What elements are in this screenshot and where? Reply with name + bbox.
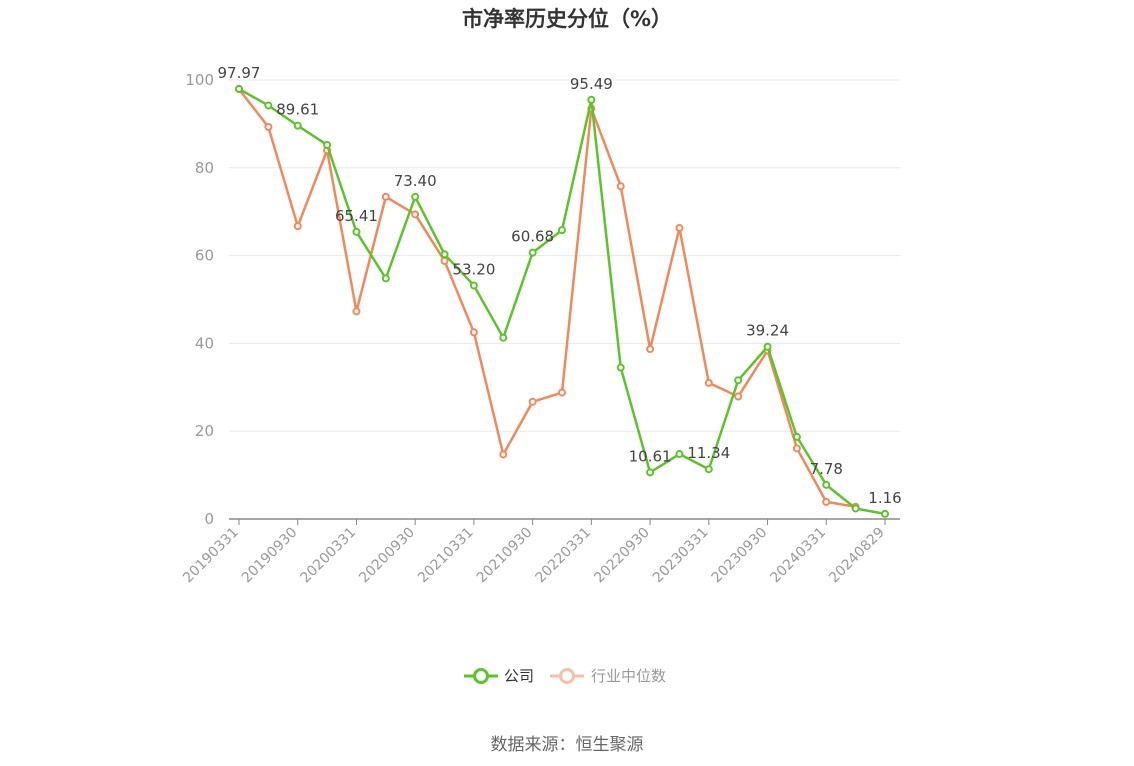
- data-label: 97.97: [218, 64, 261, 82]
- data-label: 95.49: [570, 75, 613, 93]
- data-point[interactable]: [646, 345, 655, 354]
- data-label: 65.41: [335, 207, 378, 225]
- series-line: [238, 88, 856, 508]
- data-point[interactable]: [881, 509, 889, 518]
- axes: 0 20 40 60 80 100 2019033120190930202003312020…: [180, 71, 900, 586]
- y-tick-label: 40: [195, 334, 214, 352]
- legend-industry-marker: [559, 668, 575, 684]
- data-point[interactable]: [352, 307, 361, 316]
- x-tick-label: 20210930: [474, 525, 536, 587]
- data-point[interactable]: [704, 465, 713, 474]
- data-point[interactable]: [646, 468, 655, 477]
- x-tick-label: 20220331: [532, 525, 594, 587]
- x-tick-label: 20220930: [591, 525, 653, 587]
- legend: 公司 行业中位数: [464, 667, 666, 685]
- data-point[interactable]: [792, 444, 801, 453]
- data-point[interactable]: [235, 84, 243, 93]
- data-label: 73.40: [394, 172, 437, 190]
- series: [235, 84, 889, 518]
- data-point[interactable]: [264, 101, 273, 110]
- data-point[interactable]: [411, 210, 420, 219]
- data-point[interactable]: [440, 256, 449, 265]
- x-tick-label: 20190331: [180, 525, 242, 587]
- data-point[interactable]: [616, 182, 625, 191]
- legend-industry-label: 行业中位数: [591, 667, 666, 685]
- x-tick-label: 20200930: [356, 525, 418, 587]
- y-tick-label: 80: [195, 159, 214, 177]
- legend-item-industry-median[interactable]: 行业中位数: [550, 667, 666, 685]
- y-tick-label: 60: [195, 247, 214, 265]
- x-tick-label: 20230930: [709, 525, 771, 587]
- data-point[interactable]: [381, 274, 390, 283]
- data-point[interactable]: [822, 480, 831, 489]
- data-point[interactable]: [763, 342, 772, 351]
- x-tick-label: 20240829: [826, 525, 888, 587]
- data-point[interactable]: [675, 450, 684, 459]
- data-point[interactable]: [411, 192, 420, 201]
- data-point[interactable]: [323, 140, 332, 149]
- x-tick-label: 20240331: [767, 525, 829, 587]
- y-tick-label: 0: [204, 510, 214, 528]
- data-point[interactable]: [587, 95, 596, 104]
- legend-company-label: 公司: [504, 667, 534, 685]
- data-labels: 97.97 89.61 65.41 73.40 53.20 60.68 95.49 10.61…: [218, 64, 902, 507]
- data-point[interactable]: [704, 378, 713, 387]
- legend-item-company[interactable]: 公司: [464, 667, 534, 685]
- x-tick-label: 20190930: [239, 525, 301, 587]
- x-tick-label: 20200331: [298, 525, 360, 587]
- data-label: 1.16: [868, 489, 901, 507]
- data-point[interactable]: [675, 223, 684, 232]
- y-tick-label: 100: [185, 71, 214, 89]
- y-tick-label: 20: [195, 422, 214, 440]
- data-point[interactable]: [734, 376, 743, 385]
- data-point[interactable]: [616, 363, 625, 372]
- data-point[interactable]: [264, 122, 273, 131]
- data-point[interactable]: [499, 333, 508, 342]
- data-point[interactable]: [293, 121, 302, 130]
- data-label: 53.20: [452, 260, 495, 278]
- data-point[interactable]: [528, 397, 537, 406]
- data-point[interactable]: [293, 222, 302, 231]
- data-point[interactable]: [851, 504, 860, 513]
- chart-title: 市净率历史分位（%）: [462, 7, 672, 31]
- data-point[interactable]: [734, 392, 743, 401]
- data-point[interactable]: [528, 248, 537, 257]
- x-tick-label: 20230331: [650, 525, 712, 587]
- data-label: 11.34: [687, 444, 730, 462]
- data-point[interactable]: [381, 192, 390, 201]
- data-point[interactable]: [822, 497, 831, 506]
- series-line: [238, 87, 886, 516]
- data-label: 89.61: [276, 101, 319, 119]
- data-label: 39.24: [746, 322, 789, 340]
- data-point[interactable]: [469, 328, 478, 337]
- data-point[interactable]: [352, 227, 361, 236]
- legend-company-marker: [473, 668, 489, 684]
- data-source: 数据来源：恒生聚源: [490, 735, 644, 755]
- data-point[interactable]: [558, 226, 566, 235]
- x-tick-label: 20210331: [415, 525, 477, 587]
- data-point[interactable]: [792, 432, 801, 441]
- data-point[interactable]: [469, 281, 478, 290]
- data-point[interactable]: [499, 450, 508, 459]
- grid: [229, 79, 900, 432]
- data-point[interactable]: [440, 250, 449, 259]
- data-label: 60.68: [511, 228, 554, 246]
- data-label: 10.61: [629, 447, 672, 465]
- data-label: 7.78: [810, 460, 843, 478]
- data-point[interactable]: [558, 388, 566, 397]
